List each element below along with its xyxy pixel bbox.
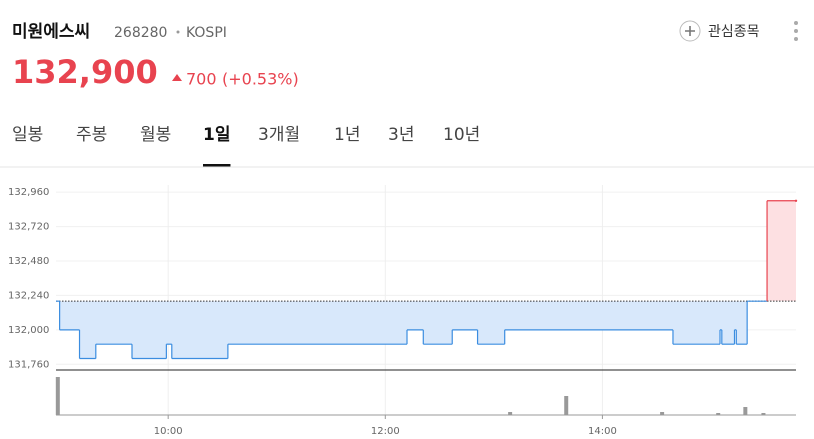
tab[interactable]: 3년	[388, 125, 414, 145]
volume-bar	[660, 412, 665, 415]
volume-bar	[761, 413, 766, 415]
area-down	[56, 301, 796, 359]
current-price: 132,900	[12, 53, 158, 91]
x-tick-label: 14:00	[588, 426, 617, 437]
tab[interactable]: 주봉	[76, 125, 107, 145]
watch-label[interactable]: 관심종목	[708, 24, 760, 40]
stock-code: 268280	[114, 25, 167, 41]
up-arrow	[172, 74, 182, 81]
y-tick-label: 132,720	[8, 222, 49, 233]
price-chart: 132,960 132,720 132,480 132,240 132,000 131,7…	[8, 185, 798, 437]
tab[interactable]: 10년	[443, 125, 480, 145]
y-tick-label: 132,960	[8, 187, 49, 198]
more-menu[interactable]	[794, 21, 798, 41]
watch-button[interactable]: 관심종목	[679, 20, 760, 42]
y-tick-label: 131,760	[8, 359, 49, 370]
stock-name: 미원에스씨	[12, 22, 90, 42]
volume-bar	[743, 407, 748, 415]
tab[interactable]: 월봉	[140, 125, 171, 145]
separator-dot	[176, 30, 180, 34]
x-tick-label: 12:00	[371, 426, 400, 437]
volume-bar	[716, 413, 721, 415]
area-up	[767, 200, 796, 302]
volume-bar	[564, 396, 569, 415]
menu-dot	[794, 37, 798, 41]
y-tick-label: 132,480	[8, 256, 49, 267]
menu-dot	[794, 29, 798, 33]
y-tick-label: 132,000	[8, 325, 49, 336]
tab[interactable]: 1년	[334, 125, 360, 145]
tab[interactable]: 1일	[203, 125, 230, 145]
active-tab-underline	[203, 164, 231, 167]
price-change: 700	[186, 70, 217, 89]
market: KOSPI	[186, 25, 227, 41]
volume-bar	[55, 377, 60, 415]
volume-bar	[508, 412, 513, 415]
y-tick-label: 132,240	[8, 290, 49, 301]
plus-icon	[685, 26, 695, 36]
tab[interactable]: 3개월	[258, 125, 300, 145]
price-point	[794, 199, 798, 202]
menu-dot	[794, 21, 798, 25]
price-change-pct: (+0.53%)	[222, 70, 299, 89]
x-tick-label: 10:00	[154, 426, 183, 437]
tab[interactable]: 일봉	[12, 125, 43, 145]
tabs: 일봉 주봉 월봉 1일 3개월 1년 3년 10년	[12, 125, 480, 167]
